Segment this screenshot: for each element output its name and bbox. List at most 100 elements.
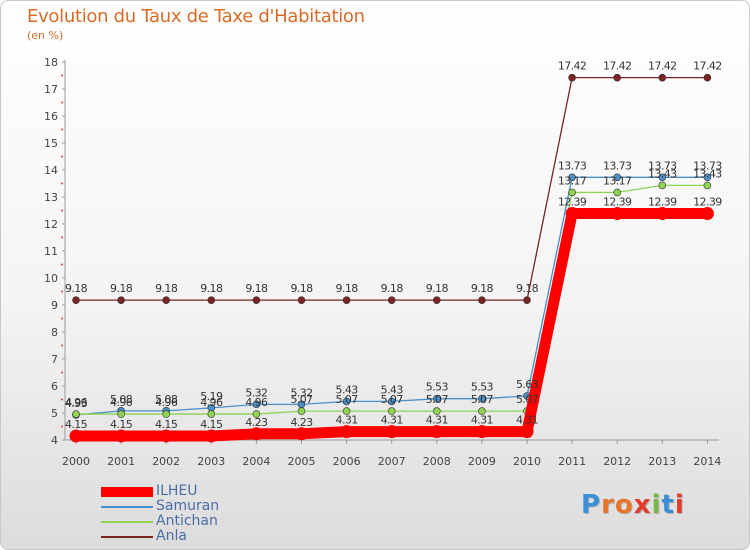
y-minor-dot — [61, 290, 63, 293]
data-point — [565, 206, 579, 220]
series-antichan — [72, 181, 712, 418]
data-label: 4.31 — [336, 414, 358, 427]
y-minor-dot — [61, 182, 63, 185]
y-minor-dot — [61, 74, 63, 77]
x-tick-label: 2006 — [333, 455, 361, 468]
y-tick-label: 8 — [51, 326, 58, 339]
x-tick-label: 2007 — [378, 455, 406, 468]
data-label: 13.73 — [603, 159, 632, 172]
data-point — [475, 425, 489, 439]
y-tick-label: 9 — [51, 299, 58, 312]
data-point — [162, 410, 170, 418]
data-point — [387, 296, 396, 304]
data-label: 12.39 — [648, 195, 677, 208]
logo-letter: i — [651, 490, 662, 520]
data-label: 4.96 — [155, 396, 178, 409]
legend-item-anla: Anla — [101, 529, 219, 544]
y-tick-label: 6 — [51, 380, 58, 393]
data-point — [385, 425, 399, 439]
data-point — [207, 410, 216, 418]
data-point — [432, 394, 441, 403]
chart-axes: 4 5 6 7 8 9 10 11 12 13 14 15 16 17 18 2000 2001 2002 2003… — [44, 56, 721, 468]
series-line — [75, 77, 709, 301]
legend-label: Samuran — [156, 498, 220, 514]
data-label: 5.53 — [426, 381, 449, 394]
legend-label: Anla — [156, 528, 187, 544]
y-minor-dot — [61, 398, 63, 401]
y-minor-dot — [61, 155, 63, 158]
data-point — [613, 188, 622, 197]
legend-label: ILHEU — [156, 483, 198, 499]
y-minor-dot — [61, 101, 63, 104]
data-label: 9.18 — [426, 282, 449, 295]
y-minor-dot — [61, 317, 63, 320]
data-label: 13.73 — [558, 159, 587, 172]
data-label: 5.32 — [290, 386, 312, 399]
logo-letter: t — [661, 490, 675, 520]
data-label: 17.42 — [603, 60, 632, 73]
y-tick-label: 4 — [51, 434, 58, 447]
data-point — [568, 173, 576, 182]
x-tick-label: 2005 — [288, 455, 316, 468]
x-tick-label: 2014 — [693, 455, 721, 468]
x-tick-label: 2011 — [558, 455, 586, 468]
y-tick-label: 7 — [51, 353, 58, 366]
data-point — [252, 296, 261, 304]
data-point — [162, 296, 170, 304]
logo-letter: P — [581, 490, 602, 520]
data-point — [295, 427, 308, 441]
x-tick-label: 2009 — [468, 455, 496, 468]
legend-swatch — [101, 486, 153, 497]
data-point — [520, 425, 534, 439]
legend-label: Antichan — [156, 513, 218, 529]
data-point — [387, 407, 396, 415]
data-label: 17.42 — [558, 60, 587, 73]
legend-swatch — [101, 505, 153, 508]
legend-swatch — [101, 535, 153, 538]
data-point — [342, 407, 351, 415]
data-point — [69, 429, 83, 443]
data-point — [478, 296, 486, 304]
data-point — [613, 173, 622, 182]
legend-item-antichan: Antichan — [101, 514, 219, 529]
data-label: 9.18 — [290, 282, 313, 295]
data-label: 13.17 — [603, 174, 632, 187]
data-label: 9.18 — [200, 282, 223, 295]
data-label: 5.08 — [155, 393, 178, 406]
data-label: 4.31 — [426, 414, 448, 427]
series-layer — [69, 73, 714, 443]
data-label: 9.18 — [155, 282, 178, 295]
data-point — [297, 407, 306, 415]
data-label: 5.07 — [290, 393, 313, 406]
data-point — [655, 206, 669, 220]
legend-swatch — [101, 520, 153, 523]
y-tick-label: 12 — [44, 218, 58, 231]
data-label: 13.73 — [693, 159, 722, 172]
chart-legend: ILHEU Samuran Antichan Anla — [101, 484, 219, 544]
data-point — [117, 410, 125, 418]
data-labels-layer: 4.15 4.15 4.15 4.15 4.23 4.23 4.31 4.31 4.31 4.31… — [65, 60, 723, 431]
data-label: 5.63 — [516, 378, 539, 391]
data-label: 9.18 — [471, 282, 494, 295]
data-point — [249, 427, 263, 441]
data-label: 5.53 — [471, 381, 494, 394]
data-label: 5.07 — [516, 393, 539, 406]
data-label: 4.96 — [65, 396, 88, 409]
logo-letter: x — [633, 490, 652, 520]
data-point — [703, 173, 712, 182]
data-label: 5.07 — [381, 393, 404, 406]
y-tick-label: 14 — [44, 164, 58, 177]
x-tick-label: 2003 — [197, 455, 225, 468]
x-tick-label: 2002 — [152, 455, 180, 468]
data-label: 13.17 — [558, 174, 587, 187]
proxiti-logo: Proxiti — [581, 490, 685, 520]
data-point — [703, 73, 712, 82]
y-tick-label: 15 — [44, 137, 58, 150]
data-label: 5.43 — [336, 383, 359, 396]
data-label: 12.39 — [558, 195, 587, 208]
data-label: 5.07 — [336, 393, 359, 406]
x-tick-label: 2001 — [107, 455, 135, 468]
logo-letter: o — [614, 490, 634, 520]
x-tick-label: 2000 — [62, 455, 90, 468]
y-minor-dot — [61, 236, 63, 239]
